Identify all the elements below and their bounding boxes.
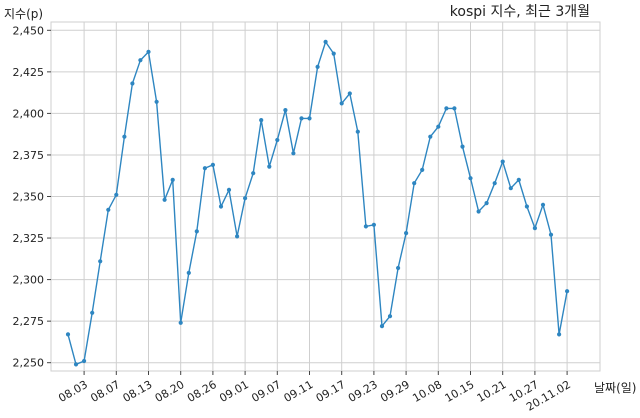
data-point [371,222,376,227]
y-tick-label: 2,400 [13,107,45,120]
data-point [347,91,352,96]
horizontal-gridlines [51,29,600,364]
data-point [259,118,264,123]
x-tick-label: 10.15 [443,378,477,405]
y-tick-label: 2,375 [13,149,45,162]
data-point [468,176,473,181]
data-point [436,124,441,129]
data-point [404,231,409,236]
y-tick-label: 2,300 [13,274,45,287]
x-axis-label: 날짜(일) [594,381,636,395]
x-tick-label: 10.08 [410,378,444,405]
x-axis-ticks: 08.0308.0708.1308.2008.2609.0109.0709.11… [56,371,573,414]
data-point [154,99,159,104]
data-point [516,177,521,182]
data-point [315,64,320,69]
y-tick-label: 2,450 [13,24,45,37]
data-point [307,116,312,121]
data-point [194,229,199,234]
data-points [65,39,570,367]
data-point [235,234,240,239]
data-point [210,162,215,167]
x-tick-label: 10.21 [475,378,509,405]
data-point [420,167,425,172]
y-tick-label: 2,425 [13,66,45,79]
data-point [275,137,280,143]
data-point [532,226,538,231]
data-point [202,166,207,171]
data-point [476,209,481,214]
data-point [428,134,433,139]
data-point [162,197,167,202]
data-point [524,204,530,209]
data-point [122,134,127,139]
y-tick-label: 2,325 [13,232,45,245]
data-point [243,196,248,201]
data-point [73,362,79,367]
chart-title: kospi 지수, 최근 3개월 [450,4,590,20]
data-point [460,144,465,149]
data-point [82,358,87,364]
data-point [557,332,562,337]
y-axis-label: 지수(p) [4,7,43,21]
x-tick-label: 08.26 [185,378,219,405]
x-tick-label: 09.07 [249,378,283,405]
data-point [299,116,304,121]
y-tick-label: 2,250 [13,357,45,370]
x-tick-label: 09.23 [346,378,380,405]
data-point [379,324,385,329]
vertical-gridlines [83,22,568,371]
data-point [452,106,457,111]
data-point [492,181,497,186]
data-point [218,204,224,209]
x-tick-label: 08.03 [56,378,90,405]
data-point [363,224,368,229]
x-tick-label: 08.07 [88,378,122,405]
data-point [106,207,111,212]
data-point [291,151,296,156]
x-tick-label: 08.13 [121,378,155,405]
data-point [331,51,336,56]
data-point [500,159,505,164]
data-point [565,289,570,294]
data-point [323,39,328,45]
data-point [178,320,183,325]
y-axis-ticks: 2,250 2,275 2,300 2,325 2,350 2,375 2,400 2,425… [13,24,51,370]
y-tick-label: 2,350 [13,191,45,204]
y-tick-label: 2,275 [13,315,45,328]
data-point [267,164,272,169]
data-point [548,232,554,237]
data-point [186,270,191,275]
data-point [226,187,232,192]
data-point [396,265,401,271]
data-point [508,186,513,191]
data-point [412,181,417,186]
data-point [114,192,119,197]
data-point [98,259,103,264]
data-point [138,58,143,63]
data-point [170,177,175,182]
x-tick-label: 09.01 [217,378,251,405]
data-point [444,106,449,111]
x-tick-label: 08.20 [153,378,187,405]
series-line [67,40,568,366]
data-point [484,201,489,206]
data-point [283,108,288,113]
data-point [130,81,135,86]
data-point [90,310,95,315]
x-tick-label: 09.17 [314,378,348,405]
x-tick-label: 09.29 [378,378,412,405]
data-point [387,314,393,319]
data-point [251,171,256,176]
x-tick-label: 09.11 [282,378,316,405]
data-point [339,101,344,106]
data-point [146,49,151,55]
data-point [65,332,71,337]
data-point [355,129,360,134]
data-point [540,202,546,207]
